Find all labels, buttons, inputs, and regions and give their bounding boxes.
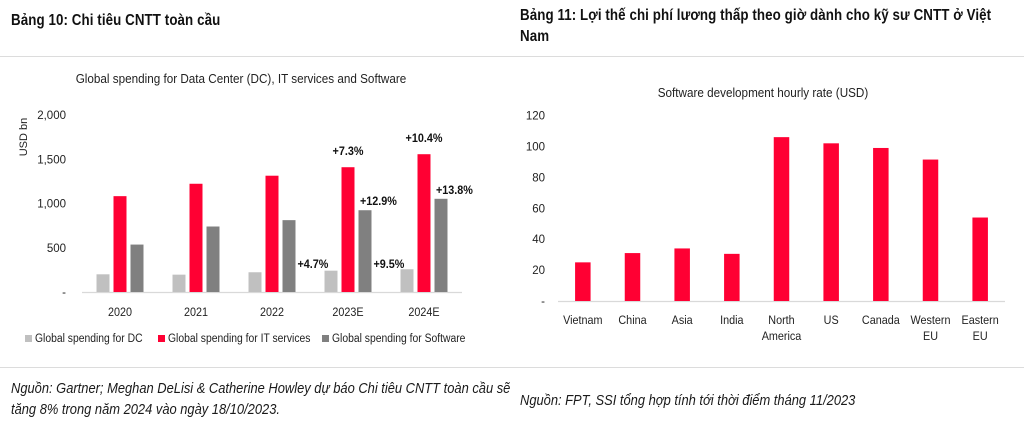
bar-dc-2024e [400,269,414,292]
bar-north-america [773,137,790,301]
y-tick-label: - [62,287,66,299]
growth-annotation: +12.9% [360,196,397,209]
x-tick-label: 2024E [408,307,440,320]
bar-software-2022 [282,220,296,292]
bar-software-2020 [130,244,144,292]
growth-annotation: +9.5% [374,259,405,272]
y-tick-label: 1,000 [37,199,66,211]
top-divider [0,56,1024,57]
x-tick-label: Western [911,315,951,328]
bar-canada [873,147,889,301]
x-tick-label: EU [973,331,988,344]
x-tick-label: US [824,315,839,328]
x-tick-label: 2023E [332,307,364,320]
bar-vietnam [575,262,591,301]
bar-asia [674,248,690,301]
bar-india [724,253,740,301]
bar-dc-2021 [172,274,186,292]
bar-it-services-2021 [189,183,203,292]
y-tick-label: 500 [47,243,66,255]
x-tick-label: 2022 [260,307,284,320]
legend-label: Global spending for Software [332,333,465,346]
bar-software-2021 [206,226,220,292]
legend-label: Global spending for DC [35,333,143,346]
x-tick-label: 2020 [108,307,132,320]
growth-annotation: +10.4% [406,133,443,146]
bar-dc-2022 [248,272,262,292]
x-tick-label: India [720,315,744,328]
y-tick-label: 1,500 [37,154,66,166]
bar-it-services-2022 [265,175,279,292]
bar-eastern-eu [972,217,988,301]
x-tick-label: Eastern [962,315,999,328]
growth-annotation: +4.7% [298,259,329,272]
chart-title: Global spending for Data Center (DC), IT… [76,71,407,86]
bar-it-services-2020 [113,196,127,292]
bar-dc-2023e [324,270,338,292]
growth-annotation: +13.8% [436,184,473,197]
y-axis-label: USD bn [18,118,30,157]
legend-item-software: Global spending for Software [322,333,465,346]
legend-item-dc: Global spending for DC [25,333,143,346]
bar-it-services-2024e [417,154,431,292]
left-panel-heading: Bảng 10: Chi tiêu CNTT toàn cầu [11,12,221,29]
global-it-spending-chart: Global spending for Data Center (DC), IT… [18,71,473,346]
legend-swatch [322,335,329,342]
y-tick-label: 40 [532,234,545,246]
bar-us [823,143,839,301]
x-tick-label: North [768,315,794,328]
x-tick-label: Canada [862,315,900,328]
bar-dc-2020 [96,274,110,292]
right-chart-source: Nguồn: FPT, SSI tổng hợp tính tới thời đ… [520,392,856,409]
x-tick-label: America [762,331,802,344]
left-chart-source: Nguồn: Gartner; Meghan DeLisi & Catherin… [11,380,511,418]
bar-western-eu [922,159,939,301]
growth-annotation: +7.3% [333,146,364,159]
legend-item-it-services: Global spending for IT services [158,333,311,346]
y-tick-label: 120 [526,111,545,123]
legend-swatch [158,335,165,342]
bar-it-services-2023e [341,167,355,292]
y-tick-label: - [541,296,545,308]
x-tick-label: Vietnam [563,315,602,328]
hourly-rate-chart: Software development hourly rate (USD) -… [526,85,1005,344]
x-tick-label: China [618,315,647,328]
chart-title: Software development hourly rate (USD) [658,85,869,100]
bar-software-2024e [434,198,448,292]
bar-china [624,253,641,301]
right-panel-heading: Bảng 11: Lợi thế chi phí lương thấp theo… [520,7,992,45]
x-tick-label: EU [923,331,938,344]
bottom-divider [0,367,1024,368]
y-tick-label: 100 [526,141,545,153]
x-tick-label: Asia [672,315,694,328]
legend-label: Global spending for IT services [168,333,311,346]
x-tick-label: 2021 [184,307,208,320]
y-tick-label: 2,000 [37,110,66,122]
y-tick-label: 60 [532,203,545,215]
y-tick-label: 20 [532,265,545,277]
bar-software-2023e [358,210,372,292]
y-tick-label: 80 [532,172,545,184]
legend-swatch [25,335,32,342]
